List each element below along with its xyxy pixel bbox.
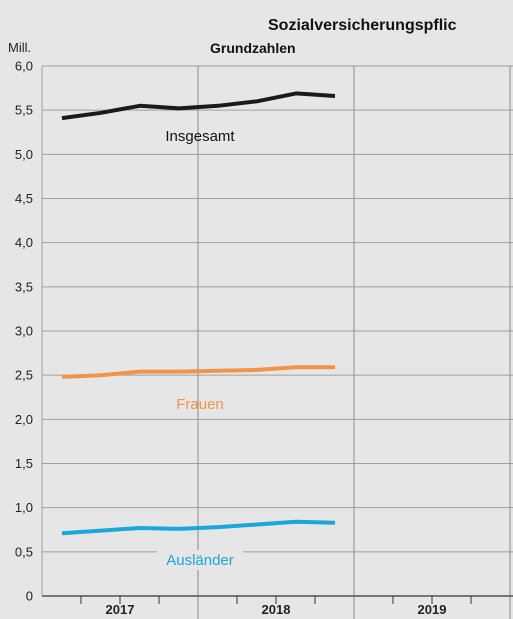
y-tick-label: 2,0 (15, 412, 33, 427)
chart-title: Sozialversicherungspflic (268, 17, 457, 34)
y-tick-label: 1,5 (15, 456, 33, 471)
y-tick-label: 4,5 (15, 191, 33, 206)
x-year-label: 2017 (106, 602, 135, 617)
y-tick-label: 0 (26, 589, 33, 604)
y-tick-label: 5,5 (15, 103, 33, 118)
series-label: Frauen (176, 396, 224, 413)
series-line (61, 519, 336, 536)
y-axis-unit: Mill. (8, 40, 31, 55)
chart-subtitle: Grundzahlen (210, 40, 296, 56)
series-labels: Insgesamt Frauen Ausländer (157, 128, 243, 570)
series-lines (61, 91, 336, 536)
grid (41, 65, 513, 597)
series-line (61, 91, 336, 121)
x-year-label: 2019 (418, 602, 447, 617)
series-label: Ausländer (166, 552, 234, 569)
x-year-label: 2018 (262, 602, 291, 617)
y-tick-label: 2,5 (15, 368, 33, 383)
y-tick-label: 3,5 (15, 279, 33, 294)
y-tick-label: 0,5 (15, 544, 33, 559)
y-tick-label: 4,0 (15, 235, 33, 250)
x-axis: 2017 2018 2019 (42, 595, 513, 619)
series-label-bg (157, 550, 243, 570)
y-tick-label: 5,0 (15, 147, 33, 162)
series-line (61, 365, 335, 379)
y-tick-label: 6,0 (15, 59, 33, 74)
y-tick-label: 3,0 (15, 324, 33, 339)
y-tick-label: 1,0 (15, 500, 33, 515)
series-label: Insgesamt (165, 128, 235, 145)
y-axis-ticks: 0 0,5 1,0 1,5 2,0 2,5 3,0 3,5 4,0 4,5 5,0 5,5 6,0 (15, 59, 33, 604)
